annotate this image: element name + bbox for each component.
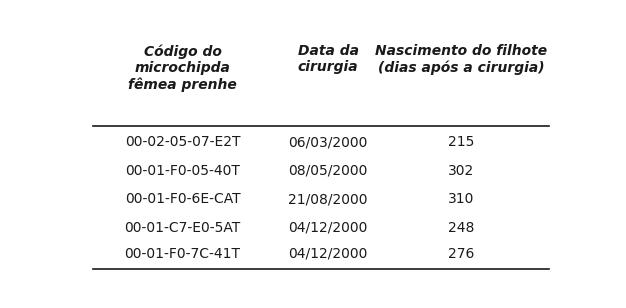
Text: 04/12/2000: 04/12/2000 <box>289 247 368 261</box>
Text: 00-01-F0-6E-CAT: 00-01-F0-6E-CAT <box>125 192 240 206</box>
Text: 00-01-C7-E0-5AT: 00-01-C7-E0-5AT <box>125 221 240 235</box>
Text: 04/12/2000: 04/12/2000 <box>289 221 368 235</box>
Text: Código do
microchipda
fêmea prenhe: Código do microchipda fêmea prenhe <box>128 44 237 91</box>
Text: 00-02-05-07-E2T: 00-02-05-07-E2T <box>125 136 240 149</box>
Text: 08/05/2000: 08/05/2000 <box>289 164 368 178</box>
Text: Nascimento do filhote
(dias após a cirurgia): Nascimento do filhote (dias após a cirur… <box>376 44 548 75</box>
Text: 248: 248 <box>448 221 475 235</box>
Text: 21/08/2000: 21/08/2000 <box>289 192 368 206</box>
Text: 302: 302 <box>448 164 475 178</box>
Text: 215: 215 <box>448 136 475 149</box>
Text: 00-01-F0-7C-41T: 00-01-F0-7C-41T <box>125 247 240 261</box>
Text: 310: 310 <box>448 192 475 206</box>
Text: Data da
cirurgia: Data da cirurgia <box>297 44 359 74</box>
Text: 06/03/2000: 06/03/2000 <box>289 136 368 149</box>
Text: 276: 276 <box>448 247 475 261</box>
Text: 00-01-F0-05-40T: 00-01-F0-05-40T <box>125 164 240 178</box>
